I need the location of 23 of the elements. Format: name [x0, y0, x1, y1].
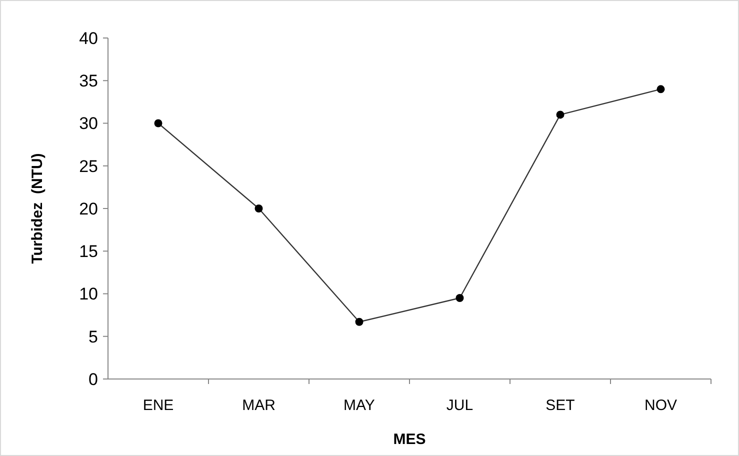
x-tick-label: MAY [344, 397, 375, 414]
y-tick-label: 25 [79, 156, 98, 176]
y-tick-label: 5 [88, 327, 98, 346]
point [154, 119, 162, 128]
y-tick-label: 40 [79, 28, 98, 48]
y-tick-label: 20 [79, 199, 98, 218]
point [254, 204, 263, 212]
point [456, 294, 464, 302]
y-tick-label: 15 [79, 242, 98, 262]
point [355, 318, 364, 326]
point [556, 110, 564, 119]
y-tick-label: 0 [88, 370, 98, 389]
y-axis-title: Turbidez (NTU) [29, 153, 46, 264]
point [656, 85, 665, 94]
y-tick-label: 35 [79, 72, 98, 91]
x-tick-label: MAR [242, 397, 276, 414]
x-tick-label: SET [546, 397, 575, 414]
x-axis-title: MES [393, 431, 426, 448]
x-tick-label: ENE [142, 397, 174, 414]
x-tick-label: NOV [644, 397, 678, 414]
y-tick-label: 30 [79, 114, 98, 134]
y-tick-label: 10 [79, 284, 98, 304]
x-tick-label: JUL [446, 397, 474, 414]
